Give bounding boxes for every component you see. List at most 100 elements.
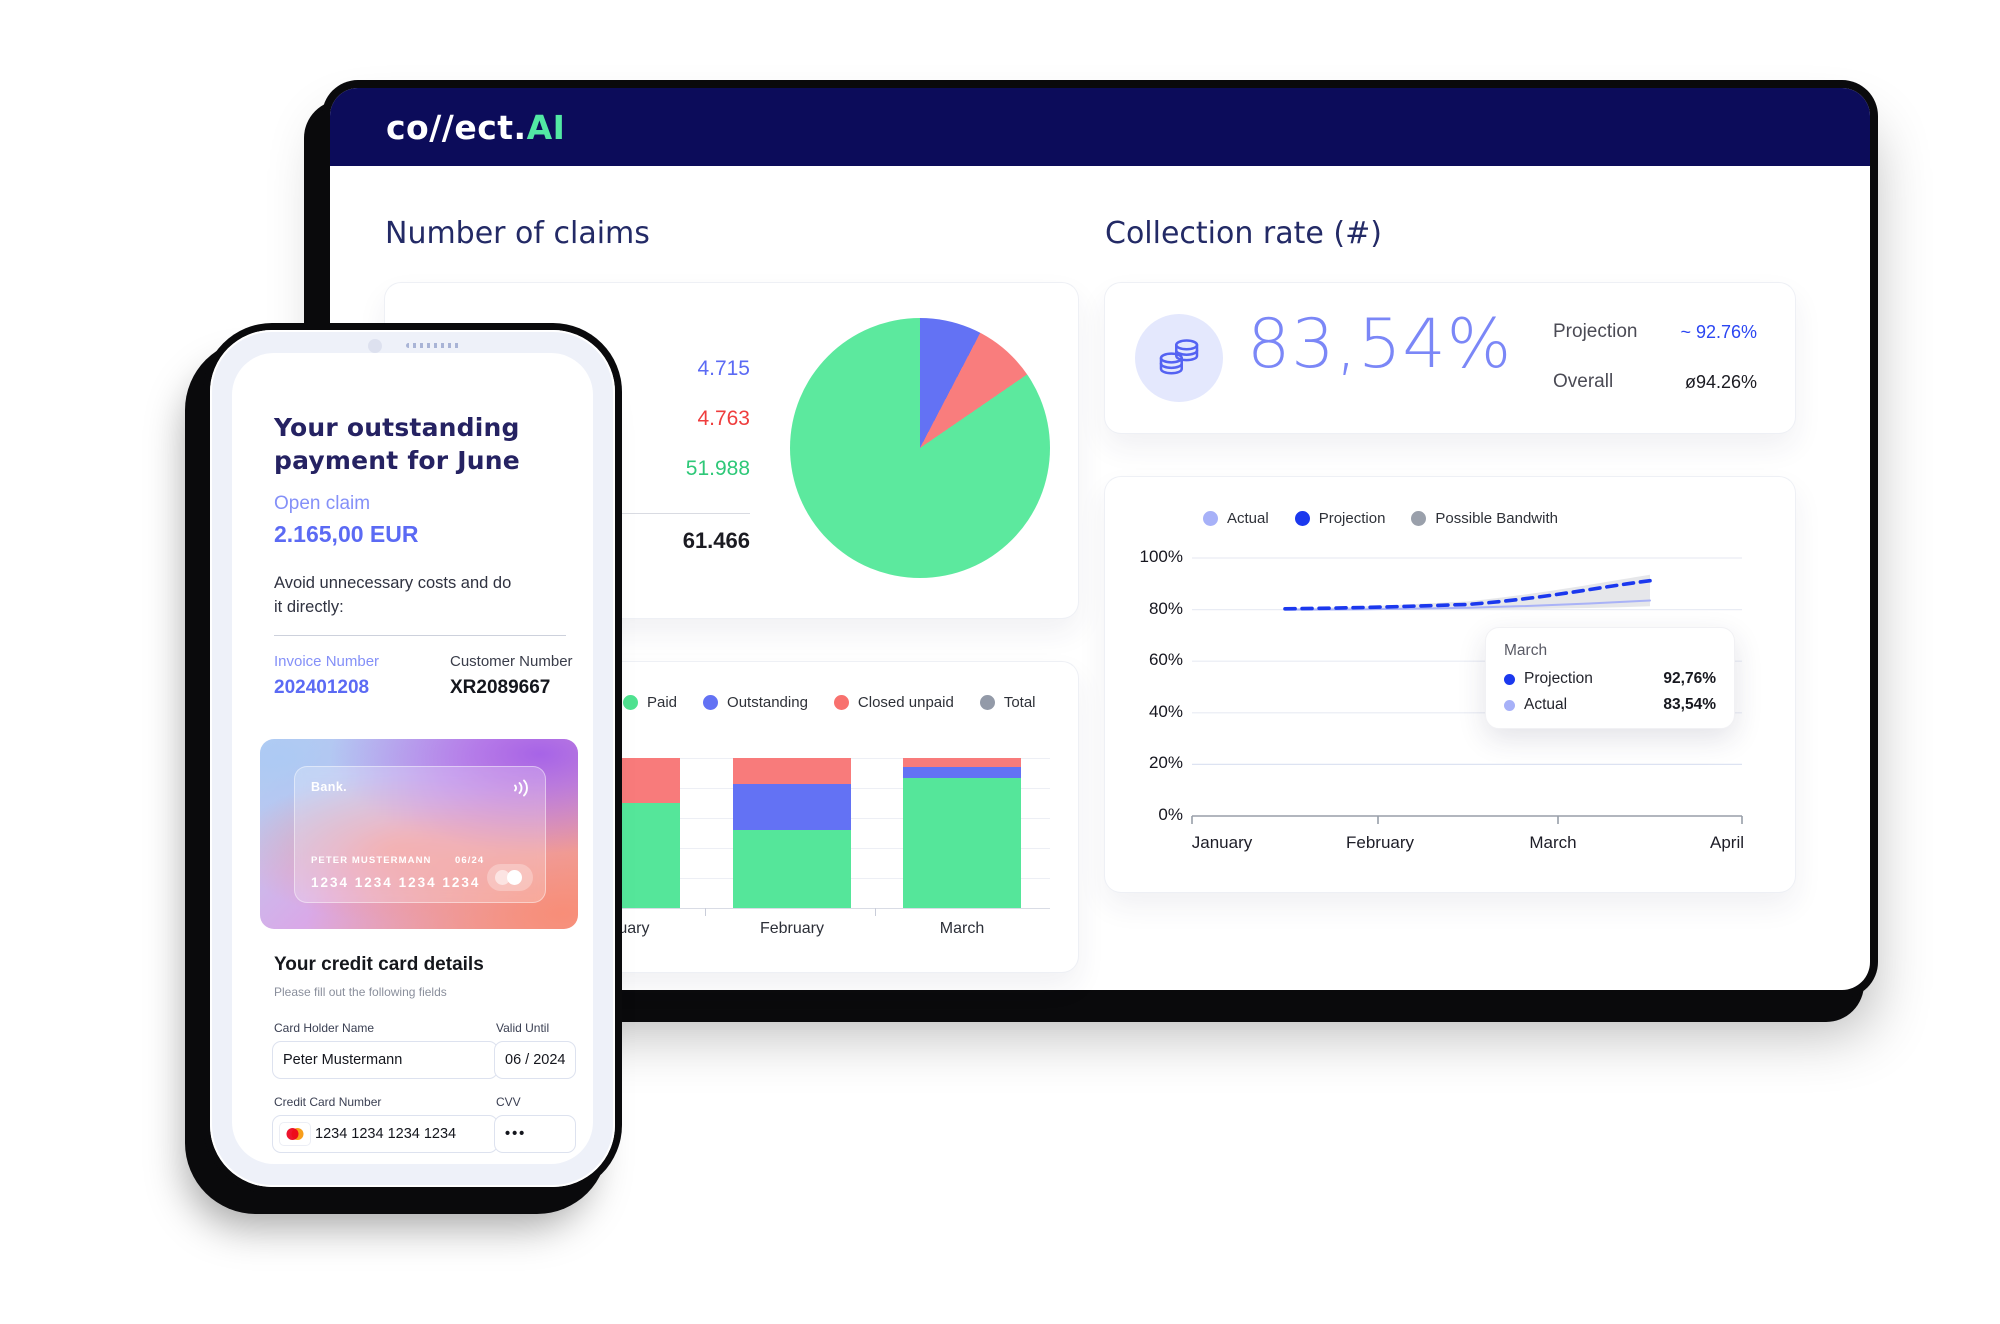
customer-number-value: XR2089667 xyxy=(450,677,551,698)
cvv-label: CVV xyxy=(496,1095,521,1109)
chart-tooltip: March Projection 92,76% Actual 83,54% xyxy=(1485,627,1735,729)
legend-label: Outstanding xyxy=(727,694,808,711)
tooltip-series-value: 92,76% xyxy=(1663,670,1716,687)
legend-label: Actual xyxy=(1227,510,1269,527)
claims-stat-values: 4.715 4.763 51.988 xyxy=(615,355,750,505)
phone-camera-icon xyxy=(368,339,382,353)
card-holder-name-input[interactable] xyxy=(272,1041,498,1079)
card-toggle-icon xyxy=(487,864,533,891)
claim-stat-value: 4.715 xyxy=(697,357,750,380)
y-axis-label: 80% xyxy=(1148,598,1183,618)
legend-label: Total xyxy=(1003,694,1036,711)
x-axis-label: March xyxy=(1529,833,1577,852)
invoice-number-value: 202401208 xyxy=(274,677,370,698)
line-chart-plot: 100% 80% 60% 40% 20% 0% January February March Ap… xyxy=(1105,477,1795,892)
claims-pie-chart xyxy=(790,318,1050,578)
line-chart-legend: Actual Projection Possible Bandwith xyxy=(1203,510,1558,527)
x-axis-label: February xyxy=(1345,833,1415,852)
legend-item: Actual xyxy=(1203,510,1269,527)
coins-icon xyxy=(1159,339,1199,375)
bar-segment-outstanding xyxy=(903,767,1021,778)
open-claim-label: Open claim xyxy=(274,493,371,514)
y-axis-label: 100% xyxy=(1139,547,1183,566)
y-axis-label: 0% xyxy=(1158,805,1183,824)
tooltip-row: Projection 92,76% xyxy=(1504,670,1716,688)
credit-card-details-title: Your credit card details xyxy=(274,954,484,975)
card-holder-name: PETER MUSTERMANN xyxy=(311,855,432,866)
legend-item: Outstanding xyxy=(703,694,808,711)
legend-dot-icon xyxy=(703,695,719,710)
overall-value: ø94.26% xyxy=(1684,372,1757,392)
y-axis-label: 20% xyxy=(1148,753,1183,773)
bar-segment-closed-unpaid xyxy=(903,758,1021,767)
valid-until-input[interactable] xyxy=(494,1041,576,1079)
legend-dot-icon xyxy=(1294,511,1310,526)
bar-segment-closed-unpaid xyxy=(733,758,851,784)
tooltip-series-value: 83,54% xyxy=(1663,696,1716,713)
payment-body-text: Avoid unnecessary costs and do it direct… xyxy=(274,574,512,616)
tooltip-rows: Projection 92,76% Actual 83,54% xyxy=(1504,670,1716,714)
y-axis-label: 60% xyxy=(1148,650,1183,670)
legend-item: Possible Bandwith xyxy=(1411,510,1558,527)
collection-stat-card: 83,54% Projection ~ 92.76% Overall ø94.2… xyxy=(1105,283,1795,433)
legend-item: Total xyxy=(979,694,1036,711)
claim-stat-value: 4.763 xyxy=(697,407,750,430)
legend-dot-icon xyxy=(623,695,638,710)
payment-title: Your outstanding payment for June xyxy=(274,413,520,475)
tooltip-dot-icon xyxy=(1504,673,1515,685)
card-holder-name-label: Card Holder Name xyxy=(274,1021,375,1035)
invoice-number-label: Invoice Number xyxy=(274,653,380,670)
bank-label: Bank. xyxy=(311,780,348,794)
legend-dot-icon xyxy=(979,695,995,710)
logo-prefix: co//ect. xyxy=(386,108,527,147)
phone-speaker-icon xyxy=(406,343,462,348)
tooltip-series-label: Actual xyxy=(1524,696,1568,713)
customer-number-label: Customer Number xyxy=(450,653,573,670)
claims-total-value: 61.466 xyxy=(682,528,750,553)
credit-card-visual: Bank. PETER MUSTERMANN 06/24 1234 1234 1… xyxy=(260,739,578,929)
credit-card-number-label: Credit Card Number xyxy=(274,1095,382,1109)
claims-stat-list: 4.715 4.763 51.988 61.466 xyxy=(615,355,750,554)
bar-segment-outstanding xyxy=(733,783,851,830)
legend-item: Closed unpaid xyxy=(833,694,954,711)
phone-screen: Your outstanding payment for June Open c… xyxy=(232,353,593,1164)
coins-icon-circle xyxy=(1135,314,1223,402)
valid-until-label: Valid Until xyxy=(496,1021,550,1035)
contactless-icon xyxy=(514,779,528,797)
logo-suffix: AI xyxy=(526,108,566,147)
bar-axis-tick xyxy=(705,908,706,916)
x-axis-label: January xyxy=(1191,833,1253,852)
bar-segment-paid xyxy=(733,830,851,908)
claims-section-title: Number of claims xyxy=(385,216,650,251)
top-navbar: co//ect.AI xyxy=(330,88,1870,166)
line-chart-card: Actual Projection Possible Bandwith 100% 80… xyxy=(1105,477,1795,892)
legend-label: Projection xyxy=(1318,510,1386,527)
cvv-input[interactable] xyxy=(494,1115,576,1153)
open-claim-amount: 2.165,00 EUR xyxy=(274,521,419,547)
card-number: 1234 1234 1234 1234 xyxy=(311,875,481,890)
y-axis-label: 40% xyxy=(1148,701,1183,721)
bar-chart-legend: Paid Outstanding Closed unpaid Total xyxy=(623,694,1036,711)
claims-divider xyxy=(615,513,750,514)
tooltip-series-label: Projection xyxy=(1524,670,1593,687)
collection-section-title: Collection rate (#) xyxy=(1105,216,1382,251)
bar-category-label: February xyxy=(759,920,825,937)
legend-label: Closed unpaid xyxy=(857,694,954,711)
credit-card-glass: Bank. PETER MUSTERMANN 06/24 1234 1234 1… xyxy=(294,766,546,903)
projection-label: Projection xyxy=(1553,321,1638,342)
claim-stat-value: 51.988 xyxy=(685,457,750,480)
bar-axis-tick xyxy=(875,908,876,916)
legend-dot-icon xyxy=(1203,511,1218,526)
tooltip-dot-icon xyxy=(1504,699,1515,711)
legend-dot-icon xyxy=(833,695,849,710)
credit-card-details-subtitle: Please fill out the following fields xyxy=(274,985,447,999)
legend-item: Projection xyxy=(1294,510,1386,527)
tooltip-title: March xyxy=(1504,642,1548,659)
legend-dot-icon xyxy=(1411,511,1427,526)
legend-label: Possible Bandwith xyxy=(1435,510,1558,527)
collection-rate-value: 83,54% xyxy=(1247,305,1513,384)
bar-category-label: March xyxy=(939,920,985,937)
phone-mockup: Your outstanding payment for June Open c… xyxy=(210,330,615,1187)
collect-ai-logo: co//ect.AI xyxy=(386,108,565,147)
legend-item: Paid xyxy=(623,694,677,711)
